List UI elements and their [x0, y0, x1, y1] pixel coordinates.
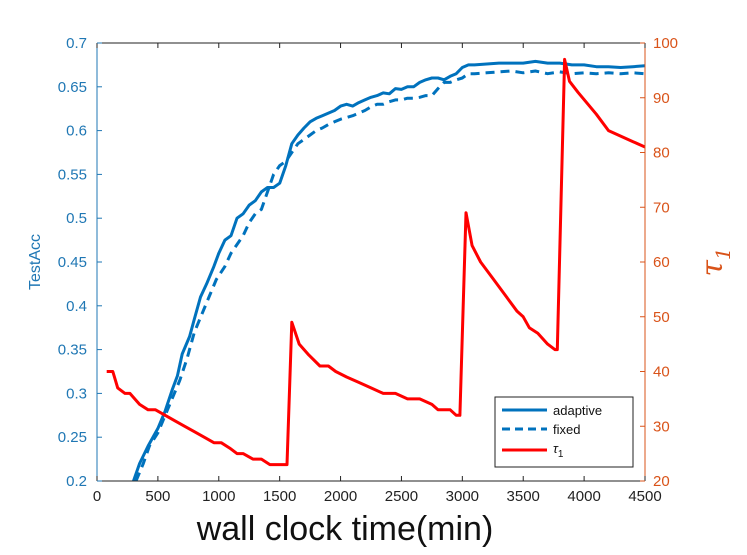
y-tick-label-left: 0.6 — [66, 123, 87, 140]
y-tick-label-right: 90 — [653, 90, 670, 107]
y-tick-label-right: 60 — [653, 254, 670, 271]
x-tick-label: 4500 — [628, 488, 661, 505]
y-axis-label-right-symbol: τ — [695, 260, 730, 277]
y-tick-label-right: 100 — [653, 35, 678, 52]
series-layer — [106, 57, 645, 481]
y-tick-label-left: 0.65 — [58, 79, 87, 96]
series-line-adaptive — [132, 59, 645, 481]
y-tick-label-right: 40 — [653, 364, 670, 381]
x-tick-label: 3500 — [507, 488, 540, 505]
legend-label-fixed: fixed — [553, 422, 580, 437]
y-tick-label-left: 0.2 — [66, 473, 87, 490]
legend-label-adaptive: adaptive — [553, 403, 602, 418]
x-tick-label: 1000 — [202, 488, 235, 505]
x-tick-label: 4000 — [567, 488, 600, 505]
y-tick-label-left: 0.25 — [58, 429, 87, 446]
x-tick-label: 3000 — [446, 488, 479, 505]
y-tick-label-right: 70 — [653, 199, 670, 216]
x-tick-label: 500 — [145, 488, 170, 505]
x-tick-label: 0 — [93, 488, 101, 505]
y-axis-label-right-subscript: 1 — [711, 247, 735, 260]
series-line-fixed — [134, 69, 645, 481]
x-tick-label: 2500 — [385, 488, 418, 505]
y-tick-label-left: 0.45 — [58, 254, 87, 271]
x-tick-label: 1500 — [263, 488, 296, 505]
legend: adaptive fixed τ1 — [494, 396, 634, 468]
x-tick-label: 2000 — [324, 488, 357, 505]
y-tick-label-right: 20 — [653, 473, 670, 490]
y-tick-label-left: 0.5 — [66, 210, 87, 227]
y-tick-label-right: 80 — [653, 145, 670, 162]
y-tick-label-right: 50 — [653, 309, 670, 326]
y-tick-label-left: 0.3 — [66, 385, 87, 402]
y-axis-label-left: TestAcc — [27, 234, 44, 290]
y-tick-label-left: 0.35 — [58, 342, 87, 359]
legend-label-tau-symbol: τ — [553, 441, 559, 456]
legend-label-tau-subscript: 1 — [558, 449, 564, 460]
y-tick-label-left: 0.55 — [58, 166, 87, 183]
series-line-tau — [106, 57, 645, 467]
ticks-layer: 0 500 1000 1500 2000 2500 3000 3500 4000 4500 0.2 0… — [58, 35, 678, 505]
y-tick-label-left: 0.7 — [66, 35, 87, 52]
y-tick-label-right: 30 — [653, 418, 670, 435]
legend-label-tau: τ1 — [553, 441, 564, 460]
x-axis-label: wall clock time(min) — [196, 510, 494, 548]
y-axis-label-right: τ1 — [695, 247, 735, 276]
y-tick-label-left: 0.4 — [66, 298, 87, 315]
svg-text:τ1: τ1 — [695, 247, 735, 276]
